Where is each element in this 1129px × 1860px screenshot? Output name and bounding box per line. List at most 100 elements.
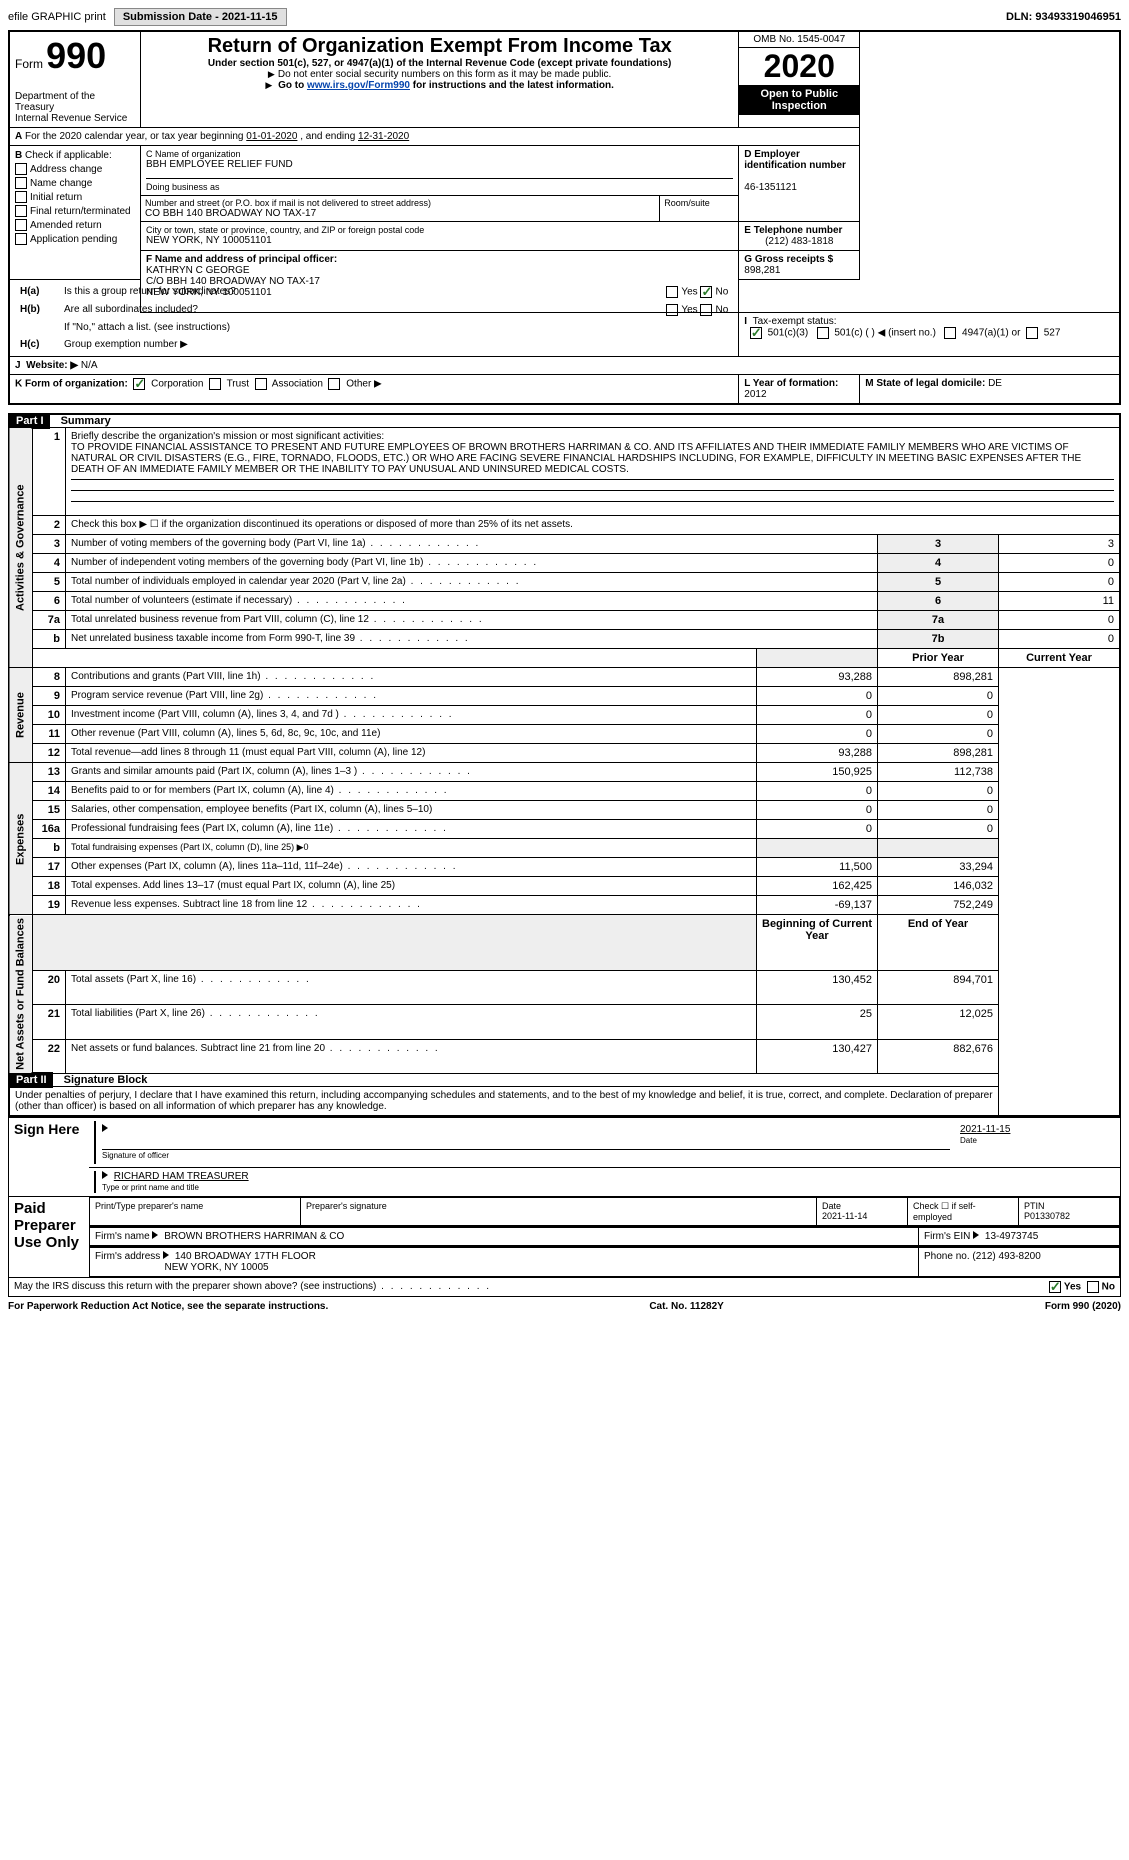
ssn-warning: Do not enter social security numbers on … <box>278 69 611 80</box>
ha-label: Is this a group return for subordinates? <box>64 286 236 297</box>
527-checkbox[interactable] <box>1026 327 1038 339</box>
application-pending-checkbox[interactable] <box>15 233 27 245</box>
irs-link[interactable]: www.irs.gov/Form990 <box>307 80 410 91</box>
opt-final: Final return/terminated <box>30 206 131 217</box>
firm-phone: (212) 493-8200 <box>972 1251 1040 1262</box>
arrow-icon <box>265 80 275 91</box>
arrow-icon <box>102 1171 108 1179</box>
opt-name: Name change <box>30 178 92 189</box>
form-subtitle: Under section 501(c), 527, or 4947(a)(1)… <box>146 58 733 69</box>
goto-rest: for instructions and the latest informat… <box>413 80 614 91</box>
part2-badge: Part II <box>10 1072 53 1088</box>
officer-name: KATHRYN C GEORGE <box>146 265 250 276</box>
submission-button[interactable]: Submission Date - 2021-11-15 <box>114 8 287 26</box>
ptin-value: P01330782 <box>1024 1211 1070 1221</box>
website-value: N/A <box>81 360 98 371</box>
line-6: 6Total number of volunteers (estimate if… <box>9 592 1120 611</box>
sig-date-label: Date <box>960 1136 977 1145</box>
l-label: L Year of formation: <box>744 378 838 389</box>
d-ein-label: D Employer identification number <box>744 149 846 171</box>
hb-yes-checkbox[interactable] <box>666 304 678 316</box>
sign-here-label: Sign Here <box>14 1121 84 1137</box>
goto-text: Go to <box>278 80 307 91</box>
501c3-checkbox[interactable] <box>750 327 762 339</box>
opt-address: Address change <box>30 164 102 175</box>
form-label: Form <box>15 57 43 71</box>
mission-label: Briefly describe the organization's miss… <box>71 431 384 442</box>
line-4: 4Number of independent voting members of… <box>9 554 1120 573</box>
discuss-yes-checkbox[interactable] <box>1049 1281 1061 1293</box>
4947-checkbox[interactable] <box>944 327 956 339</box>
final-return-checkbox[interactable] <box>15 205 27 217</box>
signature-table: Sign Here Signature of officer 2021-11-1… <box>8 1117 1121 1297</box>
sig-officer-label: Signature of officer <box>102 1151 169 1160</box>
other-checkbox[interactable] <box>328 378 340 390</box>
form-number: 990 <box>46 35 106 76</box>
dba-label: Doing business as <box>146 182 220 192</box>
address-change-checkbox[interactable] <box>15 163 27 175</box>
period-label: For the 2020 calendar year, or tax year … <box>25 131 246 142</box>
room-label: Room/suite <box>660 196 739 221</box>
hb-label: Are all subordinates included? <box>64 304 198 315</box>
dln-label: DLN: 93493319046951 <box>1006 11 1121 23</box>
discuss-label: May the IRS discuss this return with the… <box>14 1281 491 1292</box>
initial-return-checkbox[interactable] <box>15 191 27 203</box>
net-assets-label: Net Assets or Fund Balances <box>9 915 33 1074</box>
ha-no-checkbox[interactable] <box>700 286 712 298</box>
line-7a: 7aTotal unrelated business revenue from … <box>9 611 1120 630</box>
domicile: DE <box>988 378 1002 389</box>
arrow-icon <box>268 69 278 80</box>
pp-date: 2021-11-14 <box>822 1211 867 1221</box>
name-change-checkbox[interactable] <box>15 177 27 189</box>
pp-self-employed: Check ☐ if self-employed <box>908 1197 1019 1225</box>
line-3: 3Number of voting members of the governi… <box>9 535 1120 554</box>
f-officer-label: F Name and address of principal officer: <box>146 254 337 265</box>
trust-checkbox[interactable] <box>209 378 221 390</box>
501c-checkbox[interactable] <box>817 327 829 339</box>
check-label: Check if applicable: <box>25 150 112 161</box>
addr-label: Number and street (or P.O. box if mail i… <box>145 198 431 208</box>
amended-return-checkbox[interactable] <box>15 219 27 231</box>
e-phone-label: E Telephone number <box>744 225 842 236</box>
k-label: K Form of organization: <box>15 379 128 390</box>
arrow-icon <box>102 1124 108 1132</box>
firm-ein: 13-4973745 <box>985 1231 1038 1242</box>
i-label: Tax-exempt status: <box>753 316 837 327</box>
line-2: 2Check this box ▶ ☐ if the organization … <box>9 516 1120 535</box>
top-bar: efile GRAPHIC print Submission Date - 20… <box>8 8 1121 26</box>
form-ref: Form 990 (2020) <box>1045 1301 1121 1312</box>
open-public-badge: Open to Public Inspection <box>739 85 859 115</box>
part2-title: Signature Block <box>56 1074 148 1086</box>
opt-initial: Initial return <box>30 192 82 203</box>
form-990-table: Form 990 Department of the Treasury Inte… <box>8 30 1121 405</box>
hb-ifno: If "No," attach a list. (see instruction… <box>64 322 230 333</box>
typed-name-label: Type or print name and title <box>102 1183 199 1192</box>
page-footer: For Paperwork Reduction Act Notice, see … <box>8 1297 1121 1312</box>
part1-title: Summary <box>53 415 111 427</box>
city-label: City or town, state or province, country… <box>146 225 424 235</box>
j-label: Website: <box>26 360 68 371</box>
hb-no-checkbox[interactable] <box>700 304 712 316</box>
line-7b: bNet unrelated business taxable income f… <box>9 630 1120 649</box>
phone-value: (212) 483-1818 <box>744 236 854 247</box>
pp-sig-label: Preparer's signature <box>306 1201 387 1211</box>
assoc-checkbox[interactable] <box>255 378 267 390</box>
part1-badge: Part I <box>10 413 50 429</box>
m-label: M State of legal domicile: <box>865 378 985 389</box>
c-name-label: C Name of organization <box>146 149 241 159</box>
discuss-no-checkbox[interactable] <box>1087 1281 1099 1293</box>
year-formation: 2012 <box>744 389 766 400</box>
opt-amended: Amended return <box>30 220 102 231</box>
efile-label: efile GRAPHIC print <box>8 11 106 23</box>
firm-addr1: 140 BROADWAY 17TH FLOOR <box>175 1251 316 1262</box>
paid-preparer-label: Paid Preparer Use Only <box>14 1200 84 1251</box>
firm-addr2: NEW YORK, NY 10005 <box>164 1262 268 1273</box>
ha-yes-checkbox[interactable] <box>666 286 678 298</box>
period-begin: 01-01-2020 <box>246 131 297 142</box>
opt-pending: Application pending <box>30 234 117 245</box>
form-title: Return of Organization Exempt From Incom… <box>146 35 733 58</box>
corp-checkbox[interactable] <box>133 378 145 390</box>
pp-name-label: Print/Type preparer's name <box>95 1201 203 1211</box>
cat-number: Cat. No. 11282Y <box>328 1301 1045 1312</box>
period-end: 12-31-2020 <box>358 131 409 142</box>
